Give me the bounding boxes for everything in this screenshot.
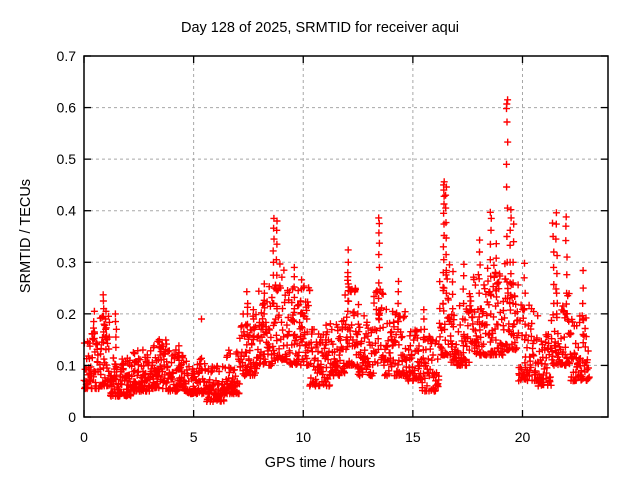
axis-tick-marks	[83, 55, 608, 418]
data-points-srmtid	[80, 96, 593, 405]
y-tick-label: 0.4	[57, 203, 77, 219]
y-axis-label: SRMTID / TECUs	[18, 179, 34, 293]
chart-title: Day 128 of 2025, SRMTID for receiver aqu…	[181, 20, 459, 36]
y-tick-label: 0	[68, 409, 76, 425]
y-tick-label: 0.3	[57, 254, 77, 270]
axis-tick-labels: 0 5 10 15 20 0 0.1 0.2 0.3 0.4 0.5 0.6 0.7	[57, 48, 531, 445]
y-tick-label: 0.5	[57, 151, 77, 167]
x-tick-label: 5	[190, 429, 198, 445]
x-tick-label: 15	[405, 429, 421, 445]
x-axis-label: GPS time / hours	[265, 455, 375, 471]
y-tick-label: 0.7	[57, 48, 77, 64]
y-tick-label: 0.6	[57, 100, 77, 116]
x-tick-label: 10	[295, 429, 311, 445]
x-tick-label: 20	[515, 429, 531, 445]
plot-border	[83, 55, 609, 418]
x-tick-label: 0	[80, 429, 88, 445]
y-tick-label: 0.1	[57, 357, 77, 373]
y-tick-label: 0.2	[57, 306, 77, 322]
